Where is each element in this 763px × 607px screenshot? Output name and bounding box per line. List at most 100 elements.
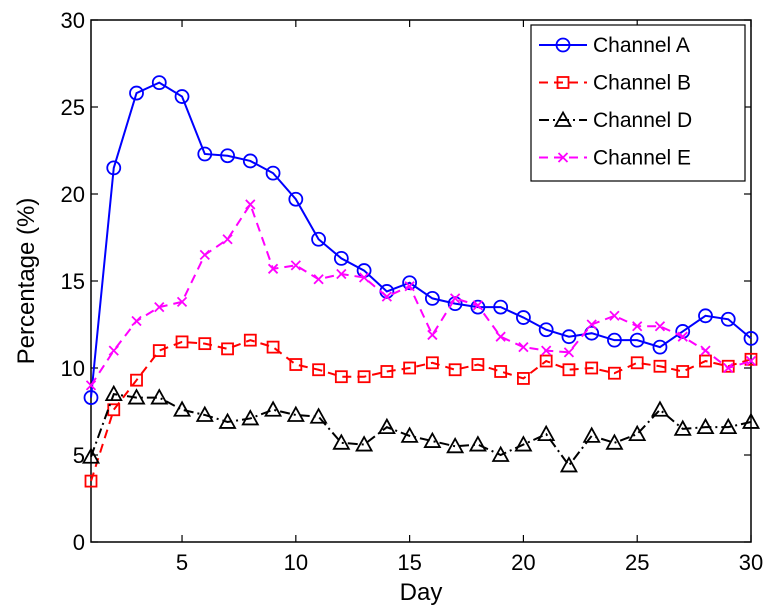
y-tick-label: 0 xyxy=(73,530,85,555)
data-point xyxy=(334,370,348,384)
data-point xyxy=(448,363,462,377)
data-point xyxy=(495,331,506,342)
legend-marker xyxy=(556,76,570,89)
data-point xyxy=(607,332,622,348)
data-point xyxy=(537,424,556,442)
legend-item: Channel D xyxy=(539,109,692,132)
data-point xyxy=(377,417,396,435)
data-point xyxy=(423,431,442,448)
data-point xyxy=(468,435,487,452)
legend-marker xyxy=(555,37,571,53)
y-tick-label: 10 xyxy=(61,356,85,381)
data-point xyxy=(289,358,303,371)
series-channel-e xyxy=(85,199,757,391)
y-tick-label: 25 xyxy=(61,95,85,120)
x-tick-label: 10 xyxy=(284,550,308,575)
data-point xyxy=(629,332,645,348)
data-point xyxy=(744,352,758,366)
data-point xyxy=(174,89,190,104)
legend-label: Channel E xyxy=(593,147,691,170)
data-point xyxy=(380,365,394,378)
data-point xyxy=(653,359,667,373)
data-point xyxy=(586,319,597,330)
data-point xyxy=(562,363,576,377)
data-point xyxy=(81,447,101,464)
data-point xyxy=(491,445,510,462)
data-point xyxy=(494,365,508,378)
data-point xyxy=(313,274,324,285)
data-point xyxy=(493,299,509,315)
data-point xyxy=(176,296,188,308)
data-point xyxy=(265,165,281,181)
data-point xyxy=(563,347,575,358)
data-point xyxy=(154,301,165,313)
x-tick-label: 15 xyxy=(397,550,421,575)
series-line xyxy=(90,339,752,482)
data-point xyxy=(106,160,122,176)
data-point xyxy=(152,344,166,358)
data-point xyxy=(517,372,530,385)
data-point xyxy=(127,388,146,405)
data-point xyxy=(450,293,461,304)
series-line xyxy=(90,392,752,468)
data-point xyxy=(676,365,690,378)
x-tick-label: 25 xyxy=(625,550,649,575)
data-point xyxy=(427,329,438,341)
data-point xyxy=(84,474,98,488)
data-point xyxy=(700,345,711,356)
legend-item: Channel E xyxy=(539,147,691,170)
data-point xyxy=(358,272,370,283)
data-point xyxy=(447,296,463,312)
x-tick-label: 30 xyxy=(739,550,763,575)
data-point xyxy=(355,435,374,452)
data-point xyxy=(609,310,620,321)
series-channel-d xyxy=(81,384,761,473)
data-point xyxy=(425,356,439,370)
data-point xyxy=(608,366,621,380)
data-point xyxy=(446,436,465,454)
data-point xyxy=(698,308,713,324)
data-point xyxy=(719,417,738,435)
legend: Channel A Channel B Channel D Channel E xyxy=(530,24,746,182)
y-axis-title: Percentage (%) xyxy=(13,198,40,365)
data-point xyxy=(582,426,601,443)
data-point xyxy=(131,315,142,327)
data-point xyxy=(696,417,715,435)
y-tick-label: 5 xyxy=(73,443,85,468)
data-point xyxy=(311,231,326,247)
data-point xyxy=(333,250,349,266)
series-layer xyxy=(81,75,761,488)
data-point xyxy=(699,354,712,368)
data-point xyxy=(218,412,237,429)
data-point xyxy=(290,260,301,271)
data-point xyxy=(585,361,599,375)
y-tick-label: 30 xyxy=(61,8,85,33)
data-point xyxy=(673,419,692,436)
data-point xyxy=(605,433,624,450)
data-point xyxy=(150,388,169,405)
data-point xyxy=(538,322,554,338)
legend-label: Channel A xyxy=(593,34,690,57)
y-tick-label: 15 xyxy=(61,269,85,294)
x-tick-label: 5 xyxy=(176,550,188,575)
data-point xyxy=(85,380,97,391)
data-point xyxy=(514,435,533,452)
data-point xyxy=(400,426,419,443)
data-point xyxy=(741,412,761,429)
data-point xyxy=(195,405,214,422)
data-point xyxy=(404,281,415,292)
data-point xyxy=(336,268,347,280)
data-point xyxy=(677,331,688,342)
data-point xyxy=(675,324,691,339)
data-point xyxy=(654,321,666,332)
data-point xyxy=(541,345,552,356)
axis-ticks: 0 5 10 15 20 25 30 5 10 15 20 25 30 xyxy=(61,8,763,575)
data-point xyxy=(129,85,144,101)
data-point xyxy=(332,433,351,450)
y-tick-label: 20 xyxy=(61,182,85,207)
data-point xyxy=(559,456,578,473)
data-point xyxy=(220,148,235,164)
legend-label: Channel D xyxy=(593,109,692,132)
data-point xyxy=(221,342,234,356)
